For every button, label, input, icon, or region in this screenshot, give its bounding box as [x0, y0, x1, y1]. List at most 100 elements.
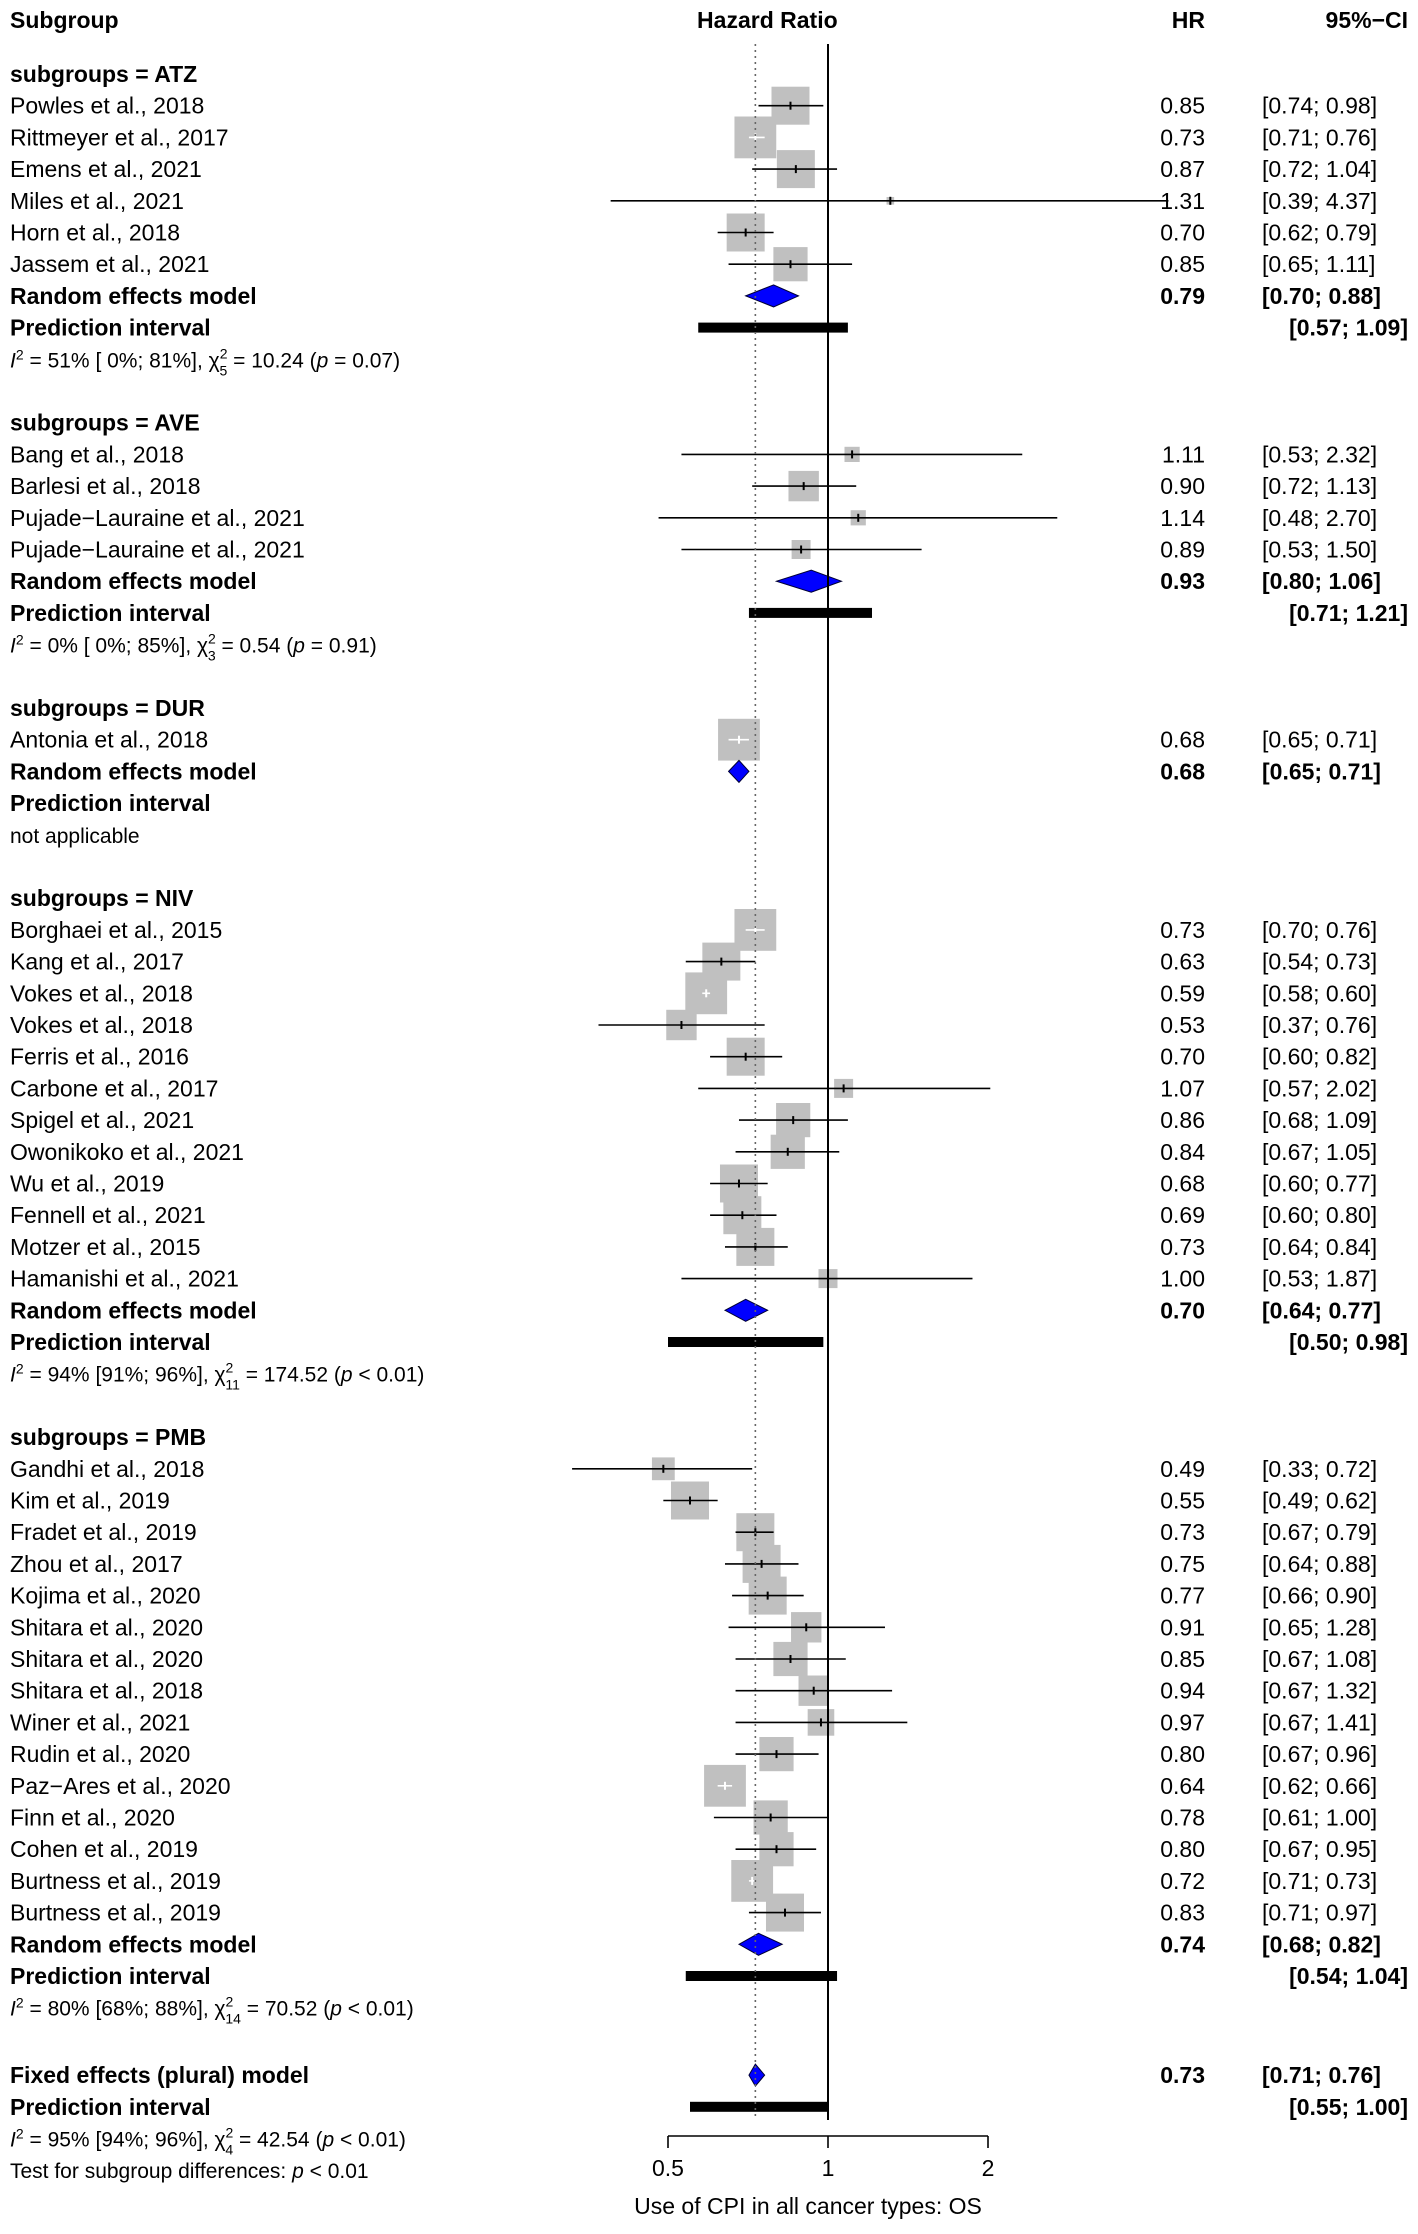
study-hr-value: 0.89 [1160, 537, 1205, 563]
study-label: Wu et al., 2019 [10, 1171, 164, 1197]
study-label: Vokes et al., 2018 [10, 1012, 193, 1038]
random-effects-ci-value: [0.68; 0.82] [1262, 1931, 1381, 1957]
study-hr-value: 0.85 [1160, 93, 1205, 119]
study-label: Owonikoko et al., 2021 [10, 1139, 244, 1165]
study-label: Powles et al., 2018 [10, 93, 204, 119]
prediction-interval-bar [668, 1337, 824, 1347]
header-hr: HR [1172, 7, 1206, 33]
random-effects-diamond [774, 569, 843, 593]
prediction-interval-label: Prediction interval [10, 315, 211, 341]
study-ci-value: [0.39; 4.37] [1262, 188, 1377, 214]
subgroup-title: subgroups = NIV [10, 885, 194, 911]
study-ci-value: [0.72; 1.04] [1262, 156, 1377, 182]
study-label: Bang et al., 2018 [10, 441, 184, 467]
study-hr-value: 0.68 [1160, 727, 1205, 753]
study-hr-value: 0.49 [1160, 1456, 1205, 1482]
fixed-effects-label: Fixed effects (plural) model [10, 2062, 309, 2088]
study-ci-value: [0.65; 0.71] [1262, 727, 1377, 753]
overall-heterogeneity-stats: I2 = 95% [94%; 96%], χ2 4 = 42.54 (p < 0.… [10, 2125, 406, 2158]
study-label: Kim et al., 2019 [10, 1488, 170, 1514]
heterogeneity-stats: I2 = 94% [91%; 96%], χ2 11 = 174.52 (p < … [10, 1360, 424, 1393]
study-hr-value: 0.87 [1160, 156, 1205, 182]
study-label: Burtness et al., 2019 [10, 1900, 221, 1926]
study-hr-value: 0.70 [1160, 220, 1205, 246]
subgroup-title: subgroups = ATZ [10, 61, 197, 87]
random-effects-hr-value: 0.70 [1160, 1297, 1205, 1323]
study-label: Antonia et al., 2018 [10, 727, 208, 753]
study-label: Fennell et al., 2021 [10, 1202, 206, 1228]
study-label: Vokes et al., 2018 [10, 980, 193, 1006]
study-hr-value: 0.69 [1160, 1202, 1205, 1228]
study-label: Barlesi et al., 2018 [10, 473, 201, 499]
prediction-interval-value: [0.50; 0.98] [1289, 1329, 1408, 1355]
study-hr-value: 1.11 [1162, 441, 1205, 467]
heterogeneity-stats: I2 = 51% [ 0%; 81%], χ2 5 = 10.24 (p = 0.… [10, 345, 400, 378]
x-tick-label: 2 [982, 2155, 995, 2181]
study-ci-value: [0.67; 1.32] [1262, 1678, 1377, 1704]
subgroup-difference-test: Test for subgroup differences: p < 0.01 [10, 2160, 369, 2183]
random-effects-label: Random effects model [10, 568, 257, 594]
study-hr-value: 0.85 [1160, 251, 1205, 277]
fixed-effects-diamond [748, 2063, 766, 2087]
random-effects-hr-value: 0.79 [1160, 283, 1205, 309]
study-hr-value: 0.85 [1160, 1646, 1205, 1672]
x-tick-label: 1 [822, 2155, 835, 2181]
study-hr-value: 0.68 [1160, 1171, 1205, 1197]
study-label: Miles et al., 2021 [10, 188, 184, 214]
study-label: Hamanishi et al., 2021 [10, 1266, 239, 1292]
study-ci-value: [0.60; 0.77] [1262, 1171, 1377, 1197]
study-hr-value: 1.00 [1160, 1266, 1205, 1292]
random-effects-diamond [737, 1932, 784, 1956]
random-effects-diamond [727, 759, 750, 784]
study-hr-value: 0.80 [1160, 1741, 1205, 1767]
study-label: Shitara et al., 2018 [10, 1678, 203, 1704]
heterogeneity-stats: I2 = 0% [ 0%; 85%], χ2 3 = 0.54 (p = 0.91… [10, 631, 377, 664]
study-label: Kang et al., 2017 [10, 949, 184, 975]
study-label: Zhou et al., 2017 [10, 1551, 183, 1577]
study-hr-value: 0.97 [1160, 1709, 1205, 1735]
study-hr-value: 0.70 [1160, 1044, 1205, 1070]
prediction-interval-label: Prediction interval [10, 600, 211, 626]
study-hr-value: 0.73 [1160, 1519, 1205, 1545]
study-hr-value: 0.72 [1160, 1868, 1205, 1894]
study-ci-value: [0.61; 1.00] [1262, 1805, 1377, 1831]
study-ci-value: [0.74; 0.98] [1262, 93, 1377, 119]
header-hazard-ratio: Hazard Ratio [697, 7, 838, 33]
random-effects-hr-value: 0.93 [1160, 568, 1205, 594]
prediction-interval-label: Prediction interval [10, 1329, 211, 1355]
study-hr-value: 0.78 [1160, 1805, 1205, 1831]
study-ci-value: [0.67; 1.08] [1262, 1646, 1377, 1672]
study-label: Rudin et al., 2020 [10, 1741, 190, 1767]
study-ci-value: [0.66; 0.90] [1262, 1583, 1377, 1609]
study-hr-value: 0.90 [1160, 473, 1205, 499]
subgroup-title: subgroups = PMB [10, 1424, 206, 1450]
prediction-interval-bar [685, 1971, 838, 1981]
study-hr-value: 0.80 [1160, 1836, 1205, 1862]
random-effects-diamond [723, 1298, 769, 1322]
study-label: Motzer et al., 2015 [10, 1234, 201, 1260]
study-hr-value: 0.83 [1160, 1900, 1205, 1926]
study-label: Emens et al., 2021 [10, 156, 202, 182]
study-hr-value: 0.63 [1160, 949, 1205, 975]
study-ci-value: [0.53; 1.50] [1262, 537, 1377, 563]
random-effects-label: Random effects model [10, 283, 257, 309]
study-hr-value: 0.84 [1160, 1139, 1205, 1165]
prediction-interval-label: Prediction interval [10, 790, 211, 816]
study-ci-value: [0.72; 1.13] [1262, 473, 1377, 499]
study-ci-value: [0.60; 0.80] [1262, 1202, 1377, 1228]
study-ci-value: [0.71; 0.73] [1262, 1868, 1377, 1894]
study-ci-value: [0.37; 0.76] [1262, 1012, 1377, 1038]
random-effects-hr-value: 0.68 [1160, 758, 1205, 784]
study-hr-value: 0.86 [1160, 1107, 1205, 1133]
study-ci-value: [0.65; 1.28] [1262, 1614, 1377, 1640]
study-hr-value: 0.53 [1160, 1012, 1205, 1038]
subgroup-title: subgroups = DUR [10, 695, 205, 721]
study-ci-value: [0.68; 1.09] [1262, 1107, 1377, 1133]
study-ci-value: [0.57; 2.02] [1262, 1075, 1377, 1101]
study-ci-value: [0.67; 0.95] [1262, 1836, 1377, 1862]
study-ci-value: [0.49; 0.62] [1262, 1488, 1377, 1514]
study-ci-value: [0.67; 0.96] [1262, 1741, 1377, 1767]
header-subgroup: Subgroup [10, 7, 119, 33]
prediction-interval-value: [0.55; 1.00] [1289, 2094, 1408, 2120]
study-hr-value: 0.77 [1160, 1583, 1205, 1609]
